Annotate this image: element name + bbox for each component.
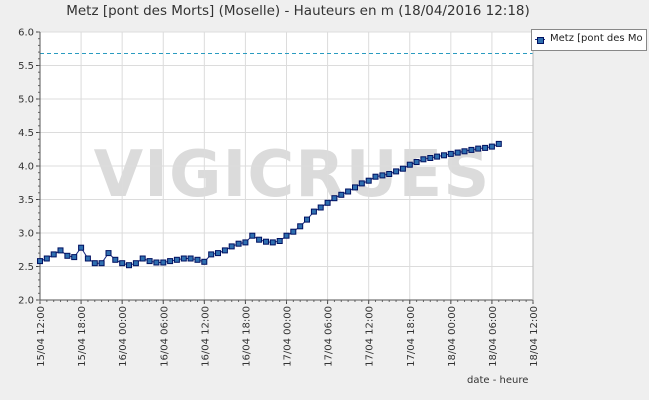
legend: Metz [pont des Mo xyxy=(531,29,647,51)
y-tick-label: 6.0 xyxy=(18,28,34,39)
x-tick-label: 17/04 00:00 xyxy=(283,306,294,367)
y-tick-label: 3.5 xyxy=(18,195,34,206)
x-tick-label: 17/04 18:00 xyxy=(406,306,417,367)
data-point xyxy=(228,243,235,250)
data-point xyxy=(146,258,153,265)
data-point xyxy=(71,254,78,261)
data-point xyxy=(64,252,71,259)
data-point xyxy=(235,240,242,247)
data-point xyxy=(112,256,119,263)
x-tick-label: 18/04 00:00 xyxy=(447,306,458,367)
data-point xyxy=(160,259,167,266)
data-point xyxy=(406,161,413,168)
data-point xyxy=(37,258,43,265)
data-point xyxy=(98,260,105,267)
data-point xyxy=(386,171,393,177)
data-point xyxy=(297,223,304,230)
data-point xyxy=(276,238,283,244)
x-tick-label: 16/04 18:00 xyxy=(241,306,252,367)
chart-title: Metz [pont des Morts] (Moselle) - Hauteu… xyxy=(66,3,530,19)
data-point xyxy=(482,144,489,151)
data-point xyxy=(221,247,228,254)
data-point xyxy=(173,256,180,263)
data-point xyxy=(126,262,132,269)
legend-label: Metz [pont des Mo xyxy=(550,33,643,44)
data-point xyxy=(180,255,187,262)
data-point xyxy=(91,260,98,267)
y-tick-label: 5.5 xyxy=(18,61,34,72)
data-point xyxy=(119,260,126,267)
legend-swatch-icon xyxy=(535,37,545,44)
data-point xyxy=(194,256,201,263)
x-tick-label: 16/04 12:00 xyxy=(200,306,211,367)
data-point xyxy=(249,232,256,239)
data-point xyxy=(290,228,297,235)
data-point xyxy=(304,216,310,223)
data-point xyxy=(413,159,420,165)
y-tick-label: 4.5 xyxy=(18,128,34,139)
x-tick-label: 15/04 18:00 xyxy=(77,306,88,367)
data-point xyxy=(352,184,358,191)
x-tick-label: 17/04 06:00 xyxy=(324,306,335,367)
data-point xyxy=(468,146,475,153)
data-point xyxy=(393,168,400,175)
data-point xyxy=(317,204,324,211)
data-point xyxy=(495,140,502,147)
y-tick-label: 5.0 xyxy=(18,95,34,106)
data-point xyxy=(310,208,317,215)
data-point xyxy=(379,172,386,179)
y-tick-label: 4.0 xyxy=(18,162,34,173)
y-tick-label: 2.0 xyxy=(18,296,34,307)
data-point xyxy=(283,232,290,239)
data-point xyxy=(132,260,139,267)
data-point xyxy=(105,250,112,257)
data-point xyxy=(475,145,482,152)
data-point xyxy=(50,251,57,258)
data-point xyxy=(208,251,215,258)
y-tick-label: 3.0 xyxy=(18,229,34,240)
x-tick-label: 18/04 12:00 xyxy=(529,306,540,367)
data-point xyxy=(139,255,146,262)
data-point xyxy=(269,239,276,246)
data-point xyxy=(331,195,338,202)
data-point xyxy=(441,152,447,159)
data-point xyxy=(338,191,345,198)
data-point xyxy=(345,188,352,195)
y-tick-label: 2.5 xyxy=(18,262,34,273)
data-point xyxy=(420,156,427,163)
x-tick-label: 18/04 06:00 xyxy=(488,306,499,367)
data-point xyxy=(153,259,160,266)
data-point xyxy=(215,250,221,257)
vigicrues-watermark: VIGICRUES xyxy=(94,138,491,212)
data-point xyxy=(84,255,91,262)
data-point xyxy=(57,247,64,254)
data-point xyxy=(167,258,174,265)
data-point xyxy=(78,244,85,251)
data-point xyxy=(187,255,194,262)
x-axis-label: date - heure xyxy=(467,375,529,386)
data-point xyxy=(461,148,468,155)
x-tick-label: 16/04 00:00 xyxy=(118,306,129,367)
data-point xyxy=(242,239,249,246)
data-point xyxy=(358,180,365,187)
data-point xyxy=(201,258,208,265)
data-point xyxy=(399,165,406,172)
data-point xyxy=(256,236,263,243)
data-point xyxy=(454,149,461,156)
data-point xyxy=(43,255,50,262)
x-tick-label: 17/04 12:00 xyxy=(365,306,376,367)
data-point xyxy=(427,155,434,161)
x-tick-label: 15/04 12:00 xyxy=(36,306,47,367)
data-point xyxy=(365,177,372,184)
x-tick-label: 16/04 06:00 xyxy=(159,306,170,367)
data-point xyxy=(488,143,495,150)
data-point xyxy=(263,238,269,245)
data-point xyxy=(434,153,441,160)
data-point xyxy=(324,199,331,206)
data-point xyxy=(372,173,379,180)
data-point xyxy=(447,150,454,157)
